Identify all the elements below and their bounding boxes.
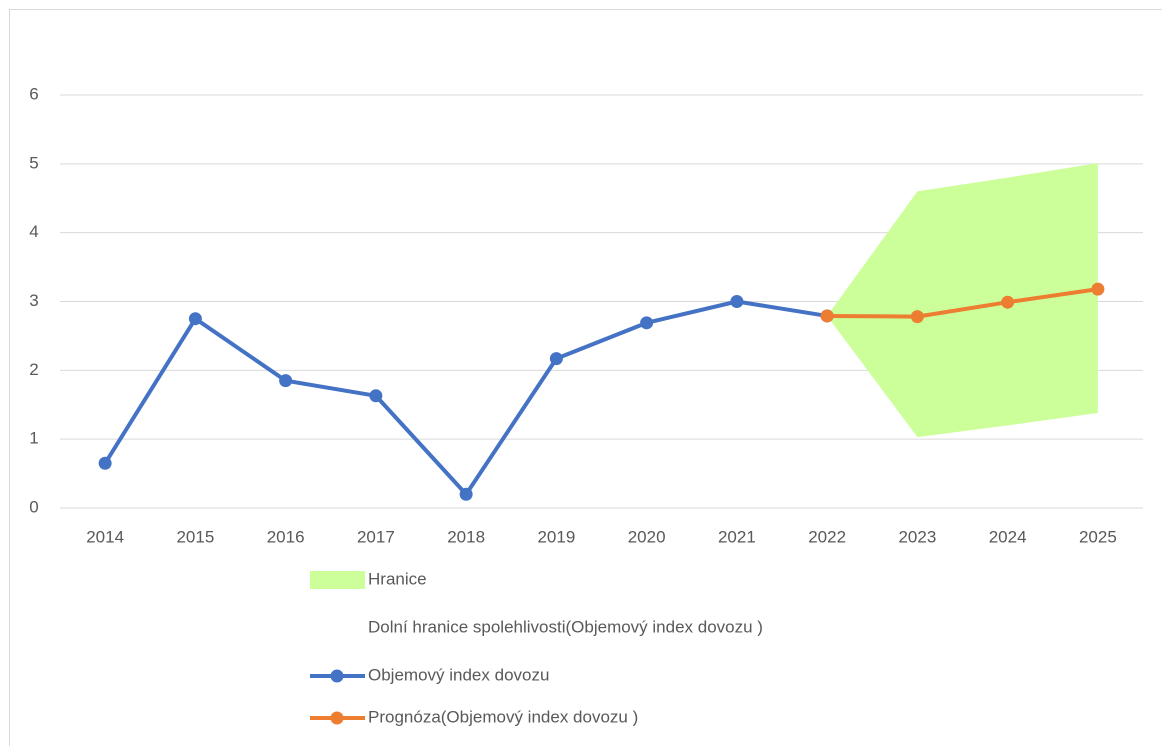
x-tick-label: 2016 <box>267 527 305 546</box>
y-tick-label: 6 <box>29 84 38 103</box>
y-tick-label: 0 <box>29 497 38 516</box>
y-tick-label: 4 <box>29 222 38 241</box>
x-tick-label: 2021 <box>718 527 756 546</box>
legend-swatch <box>310 571 365 589</box>
x-tick-label: 2024 <box>989 527 1027 546</box>
x-tick-label: 2020 <box>628 527 666 546</box>
x-tick-label: 2019 <box>537 527 575 546</box>
x-tick-label: 2018 <box>447 527 485 546</box>
point <box>640 316 654 330</box>
point <box>549 352 563 366</box>
y-tick-label: 3 <box>29 291 38 310</box>
x-tick-label: 2015 <box>176 527 214 546</box>
point <box>730 295 744 308</box>
legend-marker <box>330 669 344 683</box>
point <box>459 487 473 501</box>
y-tick-label: 5 <box>29 153 38 172</box>
y-tick-label: 1 <box>29 429 38 448</box>
x-tick-label: 2025 <box>1079 527 1117 546</box>
legend-label: Prognóza(Objemový index dovozu ) <box>368 707 638 726</box>
point <box>1091 282 1105 296</box>
x-tick-label: 2022 <box>808 527 846 546</box>
point <box>369 389 383 403</box>
x-tick-label: 2023 <box>898 527 936 546</box>
x-tick-label: 2017 <box>357 527 395 546</box>
legend-marker <box>330 711 344 725</box>
point <box>820 309 834 323</box>
legend-label: Hranice <box>368 569 427 588</box>
y-tick-label: 2 <box>29 360 38 379</box>
confidence-band <box>827 163 1098 438</box>
point <box>1001 295 1015 309</box>
x-tick-label: 2014 <box>86 527 124 546</box>
point <box>98 456 112 470</box>
legend-label: Dolní hranice spolehlivosti(Objemový ind… <box>368 617 763 636</box>
point <box>910 310 924 324</box>
point <box>188 312 202 326</box>
legend-label: Objemový index dovozu <box>368 665 549 684</box>
point <box>279 374 293 388</box>
series-line <box>827 287 1099 319</box>
